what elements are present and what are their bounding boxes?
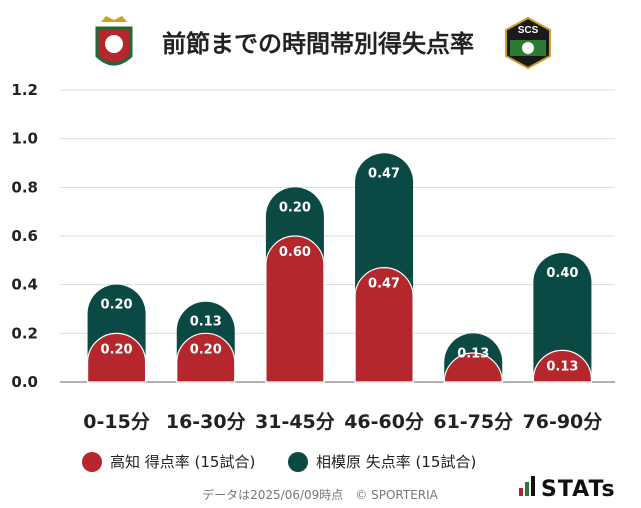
brand-name: STATs [541,477,616,502]
x-axis-categories: 0-15分 16-30分 31-45分 46-60分 61-75分 76-90分 [83,411,602,433]
x-category-label: 0-15分 [83,411,150,433]
data-label-scored: 0.13 [546,359,578,374]
y-tick-label: 0.2 [11,324,38,342]
chart-title: 前節までの時間帯別得失点率 [162,30,474,58]
y-tick-label: 0.0 [11,373,38,391]
footer-note: データは2025/06/09時点 © SPORTERIA [202,487,439,502]
y-tick-label: 0.8 [11,178,38,196]
bar-scored [176,332,236,383]
bar-scored [443,352,503,383]
data-label-scored: 0.60 [279,245,311,260]
home-team-badge [95,16,133,66]
stats-logo: STATs [519,476,616,502]
y-axis-ticks: 0.0 0.2 0.4 0.6 0.8 1.0 1.2 [11,81,38,391]
y-tick-label: 1.2 [11,81,38,99]
data-label-conceded: 0.20 [101,298,133,313]
legend-swatch-conceded [288,452,308,472]
legend-label-scored: 高知 得点率 (15試合) [110,453,255,471]
bar-scored [354,267,414,383]
data-label-conceded: 0.13 [190,315,222,330]
x-category-label: 16-30分 [166,411,246,433]
bar-scored [532,349,593,383]
data-label-conceded: 0.20 [279,200,311,215]
y-tick-label: 0.4 [11,276,38,294]
x-category-label: 31-45分 [255,411,335,433]
data-label-scored: 0.20 [101,342,133,357]
y-tick-label: 0.6 [11,227,38,245]
legend-label-conceded: 相模原 失点率 (15試合) [316,453,476,471]
bar-scored [265,235,325,383]
data-label-conceded: 0.13 [457,346,489,361]
data-label-scored: 0.47 [368,277,400,292]
x-category-label: 46-60分 [344,411,424,433]
data-label-conceded: 0.40 [546,266,578,281]
away-team-badge: SCS [505,16,551,70]
grid-lines [60,89,615,383]
bar-conceded [533,253,592,382]
y-tick-label: 1.0 [11,130,38,148]
legend: 高知 得点率 (15試合) 相模原 失点率 (15試合) [82,452,476,472]
bar-scored [86,332,147,383]
x-category-label: 61-75分 [433,411,513,433]
data-label-conceded: 0.47 [368,166,400,181]
legend-swatch-scored [82,452,102,472]
x-category-label: 76-90分 [523,411,603,433]
bars: 0.20 0.20 0.20 0.13 0.60 0.20 0.47 0.47 0.13 0.13… [86,153,593,383]
data-label-scored: 0.20 [190,342,222,357]
away-badge-text: SCS [518,25,539,36]
